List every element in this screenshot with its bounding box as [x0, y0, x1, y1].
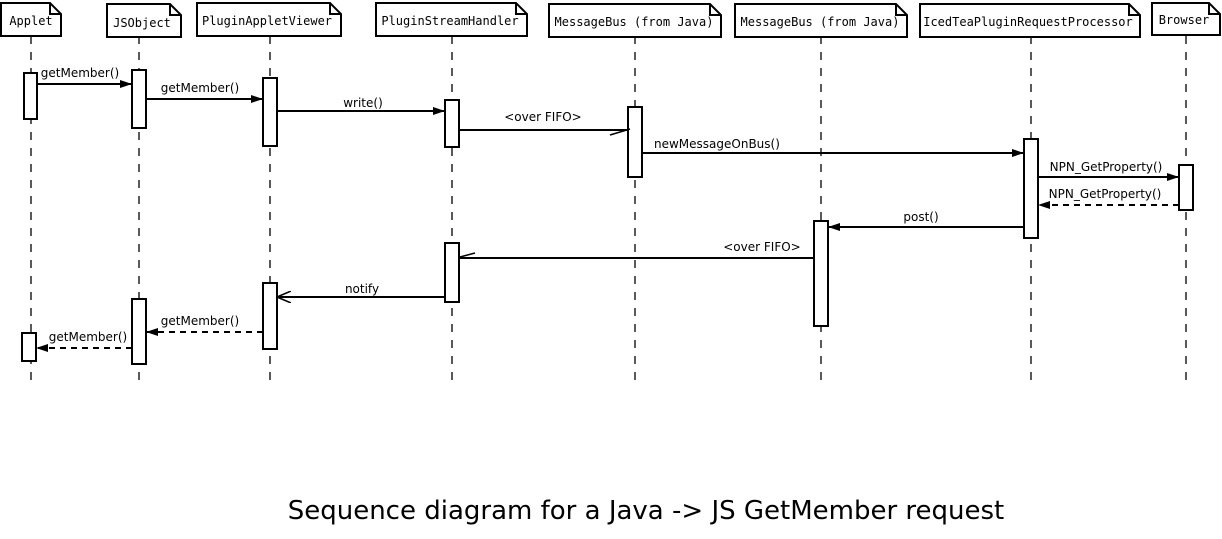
message-label: <over FIFO> [723, 240, 800, 254]
message-label: getMember() [41, 66, 119, 80]
participant-pluginstreamhandler: PluginStreamHandler [375, 2, 528, 37]
message-6: NPN_GetProperty() [1038, 160, 1179, 181]
activation-bar [444, 242, 460, 303]
message-label: getMember() [161, 314, 239, 328]
message-4: <over FIFO> [459, 110, 631, 136]
activation-bar [23, 72, 38, 120]
message-2: getMember() [146, 81, 263, 103]
async-arrowhead [459, 252, 476, 258]
message-8: post() [828, 210, 1024, 231]
message-label: NPN_GetProperty() [1050, 160, 1163, 174]
participant-messagebus-1: MessageBus (from Java) [548, 3, 722, 38]
participant-label: JSObject [113, 16, 171, 30]
message-1: getMember() [37, 66, 132, 88]
message-5: newMessageOnBus() [642, 137, 1024, 157]
participant-pluginappletviewer: PluginAppletViewer [196, 2, 342, 37]
activation-bar [627, 106, 643, 178]
participant-label: Applet [9, 14, 52, 28]
activation-bar [1178, 164, 1194, 211]
participant-label: Browser [1159, 13, 1210, 27]
message-label: NPN_GetProperty() [1049, 187, 1162, 201]
message-3: write() [277, 96, 445, 115]
activation-bar [21, 332, 37, 362]
participant-browser: Browser [1151, 2, 1221, 36]
activation-bar [262, 282, 278, 350]
participant-label: PluginAppletViewer [202, 14, 332, 28]
participant-label: MessageBus (from Java) [741, 15, 900, 29]
activation-bar [262, 77, 278, 147]
activation-bar [131, 69, 147, 129]
message-7: NPN_GetProperty() [1038, 187, 1179, 209]
activation-bar [813, 220, 829, 327]
message-label: getMember() [161, 81, 239, 95]
participant-label: MessageBus (from Java) [555, 15, 714, 29]
message-label: getMember() [49, 330, 127, 344]
activation-bar [131, 298, 147, 365]
activation-bar [1023, 138, 1039, 239]
async-arrowhead [609, 128, 631, 136]
message-label: write() [343, 96, 383, 110]
participant-applet: Applet [0, 2, 62, 37]
participant-jsobject: JSObject [106, 3, 182, 38]
message-label: notify [345, 282, 379, 296]
message-10: notify [277, 282, 445, 297]
message-label: newMessageOnBus() [654, 137, 780, 151]
message-12: getMember() [36, 330, 132, 352]
message-label: <over FIFO> [504, 110, 581, 124]
participant-label: PluginStreamHandler [381, 14, 518, 28]
message-9: <over FIFO> [459, 240, 814, 259]
diagram-title: Sequence diagram for a Java -> JS GetMem… [288, 496, 1005, 526]
participant-label: IcedTeaPluginRequestProcessor [923, 15, 1133, 29]
message-11: getMember() [146, 314, 263, 336]
activation-bar [444, 99, 460, 148]
message-label: post() [903, 210, 938, 224]
participant-icedtea: IcedTeaPluginRequestProcessor [919, 3, 1141, 38]
participant-messagebus-2: MessageBus (from Java) [734, 3, 908, 38]
